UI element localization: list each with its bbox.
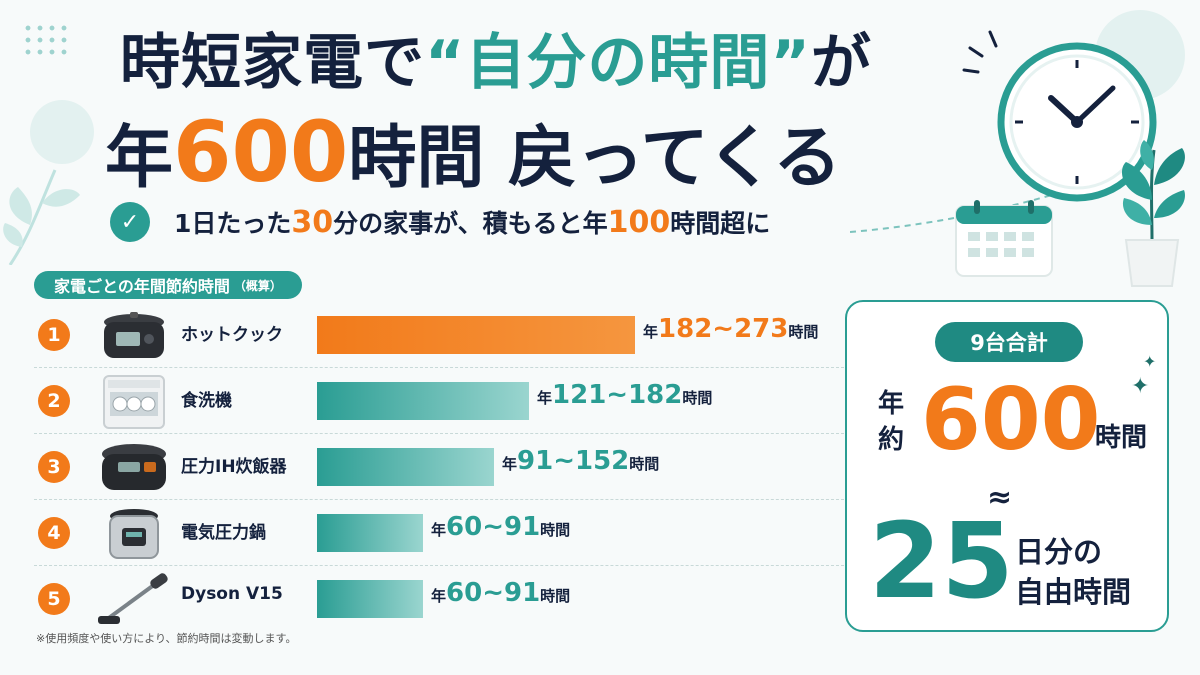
value-number: 91~152: [517, 446, 630, 476]
total-hours-unit: 時間: [1095, 423, 1148, 453]
chart-row: 4 電気圧力鍋 年60~91時間: [34, 500, 844, 566]
sparkle-icon: ✦: [1143, 352, 1157, 371]
headline-text: 時短家電で: [120, 28, 425, 98]
headline-number: 600: [173, 103, 349, 201]
rank-badge: 5: [38, 583, 70, 615]
value-label: 年182~273時間: [643, 314, 818, 344]
sub-text: 時間超に: [670, 209, 771, 238]
total-card: 9台合計 ✦ ✦ 年約 600 時間 ≈ 25 日分の自由時間: [845, 300, 1169, 632]
total-hours: 600: [921, 370, 1101, 470]
chart-row: 1 ホットクック 年182~273時間: [34, 302, 844, 368]
clock-icon: [997, 42, 1157, 202]
value-prefix: 年: [643, 323, 659, 341]
sub-text: 1日たった: [174, 209, 292, 238]
yaku-label-1: 年: [877, 389, 904, 419]
bar: [317, 514, 423, 552]
value-suffix: 時間: [682, 389, 713, 407]
rice-cooker-icon: [102, 444, 166, 490]
value-label: 年91~152時間: [502, 446, 659, 476]
appliance-label: 電気圧力鍋: [181, 523, 266, 543]
bar: [317, 580, 423, 618]
appliance-label: Dyson V15: [181, 584, 283, 604]
headline-text: が: [810, 28, 872, 98]
check-icon: ✓: [110, 202, 150, 242]
pressure-cooker-icon: [109, 509, 159, 559]
total-pill: 9台合計: [935, 322, 1083, 362]
chart-row: 2 食洗機 年121~182時間: [34, 368, 844, 434]
quote-open: “: [425, 28, 466, 98]
rank-badge: 1: [38, 319, 70, 351]
hotcook-icon: [104, 312, 164, 358]
value-number: 121~182: [552, 380, 683, 410]
sub-number: 100: [607, 204, 671, 240]
section-title-note: （概算）: [233, 278, 282, 293]
headline-line2: 年600時間 戻ってくる: [105, 102, 841, 201]
value-prefix: 年: [537, 389, 553, 407]
value-number: 60~91: [446, 512, 541, 542]
headline-text: 時間 戻ってくる: [348, 119, 842, 198]
value-suffix: 時間: [540, 521, 571, 539]
headline-emphasis: 自分の時間: [465, 28, 771, 98]
footnote: ※使用頻度や使い方により、節約時間は変動します。: [36, 632, 297, 645]
plant-icon: [1121, 140, 1185, 287]
calendar-icon: [955, 200, 1053, 277]
clock-rays-icon: [962, 30, 998, 74]
days-label-1: 日分の: [1015, 535, 1103, 569]
bar: [317, 382, 529, 420]
days-label: 日分の 自由時間: [1015, 532, 1131, 612]
appliance-label: ホットクック: [181, 325, 283, 345]
chart-row: 3 圧力IH炊飯器 年91~152時間: [34, 434, 844, 500]
rank-badge: 4: [38, 517, 70, 549]
bar: [317, 448, 494, 486]
value-suffix: 時間: [788, 323, 819, 341]
rank-badge: 2: [38, 385, 70, 417]
sub-text: 分の家事が、積もると年: [333, 209, 608, 238]
value-label: 年121~182時間: [537, 380, 712, 410]
value-prefix: 年: [431, 587, 447, 605]
appliance-label: 食洗機: [181, 391, 232, 411]
value-number: 182~273: [658, 314, 789, 344]
decor-circle: [30, 100, 94, 164]
appliance-label: 圧力IH炊飯器: [181, 457, 287, 477]
dishwasher-icon: [103, 375, 165, 429]
rank-badge: 3: [38, 451, 70, 483]
value-number: 60~91: [446, 578, 541, 608]
section-title-text: 家電ごとの年間節約時間: [54, 277, 230, 296]
yaku-label: 年約: [873, 386, 909, 458]
total-days: 25: [869, 500, 1014, 622]
value-suffix: 時間: [629, 455, 660, 473]
value-prefix: 年: [431, 521, 447, 539]
headline-line1: 時短家電で“自分の時間”が: [120, 14, 872, 101]
subheadline: ✓ 1日たった 30 分の家事が、積もると年 100 時間超に: [110, 200, 770, 244]
value-label: 年60~91時間: [431, 512, 570, 542]
leaf-decor-icon: [3, 169, 80, 265]
value-prefix: 年: [502, 455, 518, 473]
approx-sign: ≈: [987, 480, 1013, 515]
section-title: 家電ごとの年間節約時間 （概算）: [34, 271, 302, 299]
chart-row: 5 Dyson V15 年60~91時間: [34, 566, 844, 630]
bar: [317, 316, 635, 354]
value-label: 年60~91時間: [431, 578, 570, 608]
dot-pattern: [22, 22, 72, 56]
sparkle-icon: ✦: [1131, 374, 1150, 399]
vacuum-icon: [98, 573, 168, 624]
days-label-2: 自由時間: [1015, 575, 1132, 609]
headline-text: 年: [105, 119, 174, 198]
value-suffix: 時間: [540, 587, 571, 605]
yaku-label-2: 約: [877, 425, 904, 455]
quote-close: ”: [770, 28, 811, 98]
sub-number: 30: [291, 204, 334, 240]
